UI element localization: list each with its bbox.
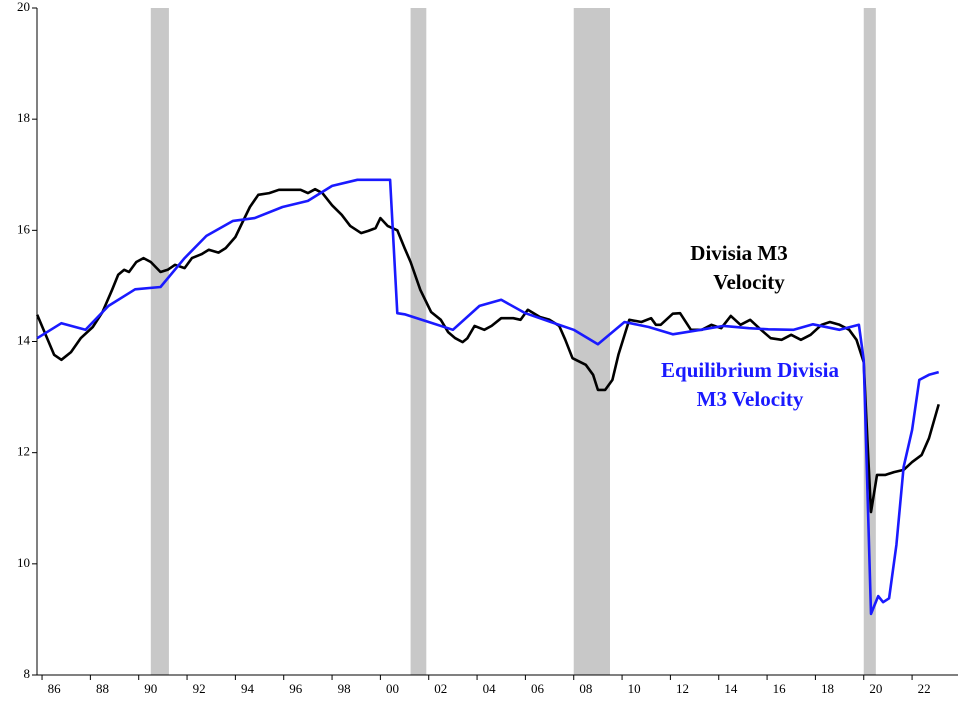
x-tick-label: 16 <box>773 681 787 696</box>
x-tick-label: 02 <box>434 681 447 696</box>
y-tick-label: 18 <box>17 110 30 125</box>
x-tick-label: 86 <box>48 681 62 696</box>
series-line <box>36 178 940 616</box>
x-tick-label: 06 <box>531 681 545 696</box>
x-tick-label: 14 <box>724 681 738 696</box>
x-tick-label: 22 <box>918 681 931 696</box>
x-tick-label: 90 <box>144 681 157 696</box>
x-tick-label: 08 <box>579 681 592 696</box>
x-tick-label: 12 <box>676 681 689 696</box>
series-label: Divisia M3 <box>690 241 787 265</box>
recession-band <box>150 8 169 675</box>
y-tick-label: 12 <box>17 444 30 459</box>
x-tick-label: 20 <box>869 681 882 696</box>
y-tick-label: 20 <box>17 0 30 14</box>
x-tick-label: 00 <box>386 681 399 696</box>
series-layer <box>36 178 940 616</box>
x-tick-label: 88 <box>96 681 109 696</box>
x-tick-label: 92 <box>193 681 206 696</box>
recession-band <box>410 8 427 675</box>
series-label: Equilibrium Divisia <box>661 358 839 382</box>
y-tick-label: 14 <box>17 332 31 347</box>
x-tick-label: 94 <box>241 681 255 696</box>
series-line <box>36 187 940 514</box>
recession-layer <box>150 8 876 675</box>
x-tick-label: 98 <box>338 681 351 696</box>
x-tick-label: 18 <box>821 681 834 696</box>
series-label: M3 Velocity <box>697 387 804 411</box>
series-label: Velocity <box>713 270 785 294</box>
x-tick-label: 10 <box>628 681 641 696</box>
x-tick-label: 96 <box>289 681 303 696</box>
x-tick-label: 04 <box>483 681 497 696</box>
y-tick-label: 8 <box>24 666 31 681</box>
axes: 8 10 12 14 16 18 20 86 88 90 92 94 96 98 00 02 04 06 08 10 1… <box>17 0 958 696</box>
y-tick-label: 16 <box>17 221 31 236</box>
y-tick-label: 10 <box>17 555 30 570</box>
